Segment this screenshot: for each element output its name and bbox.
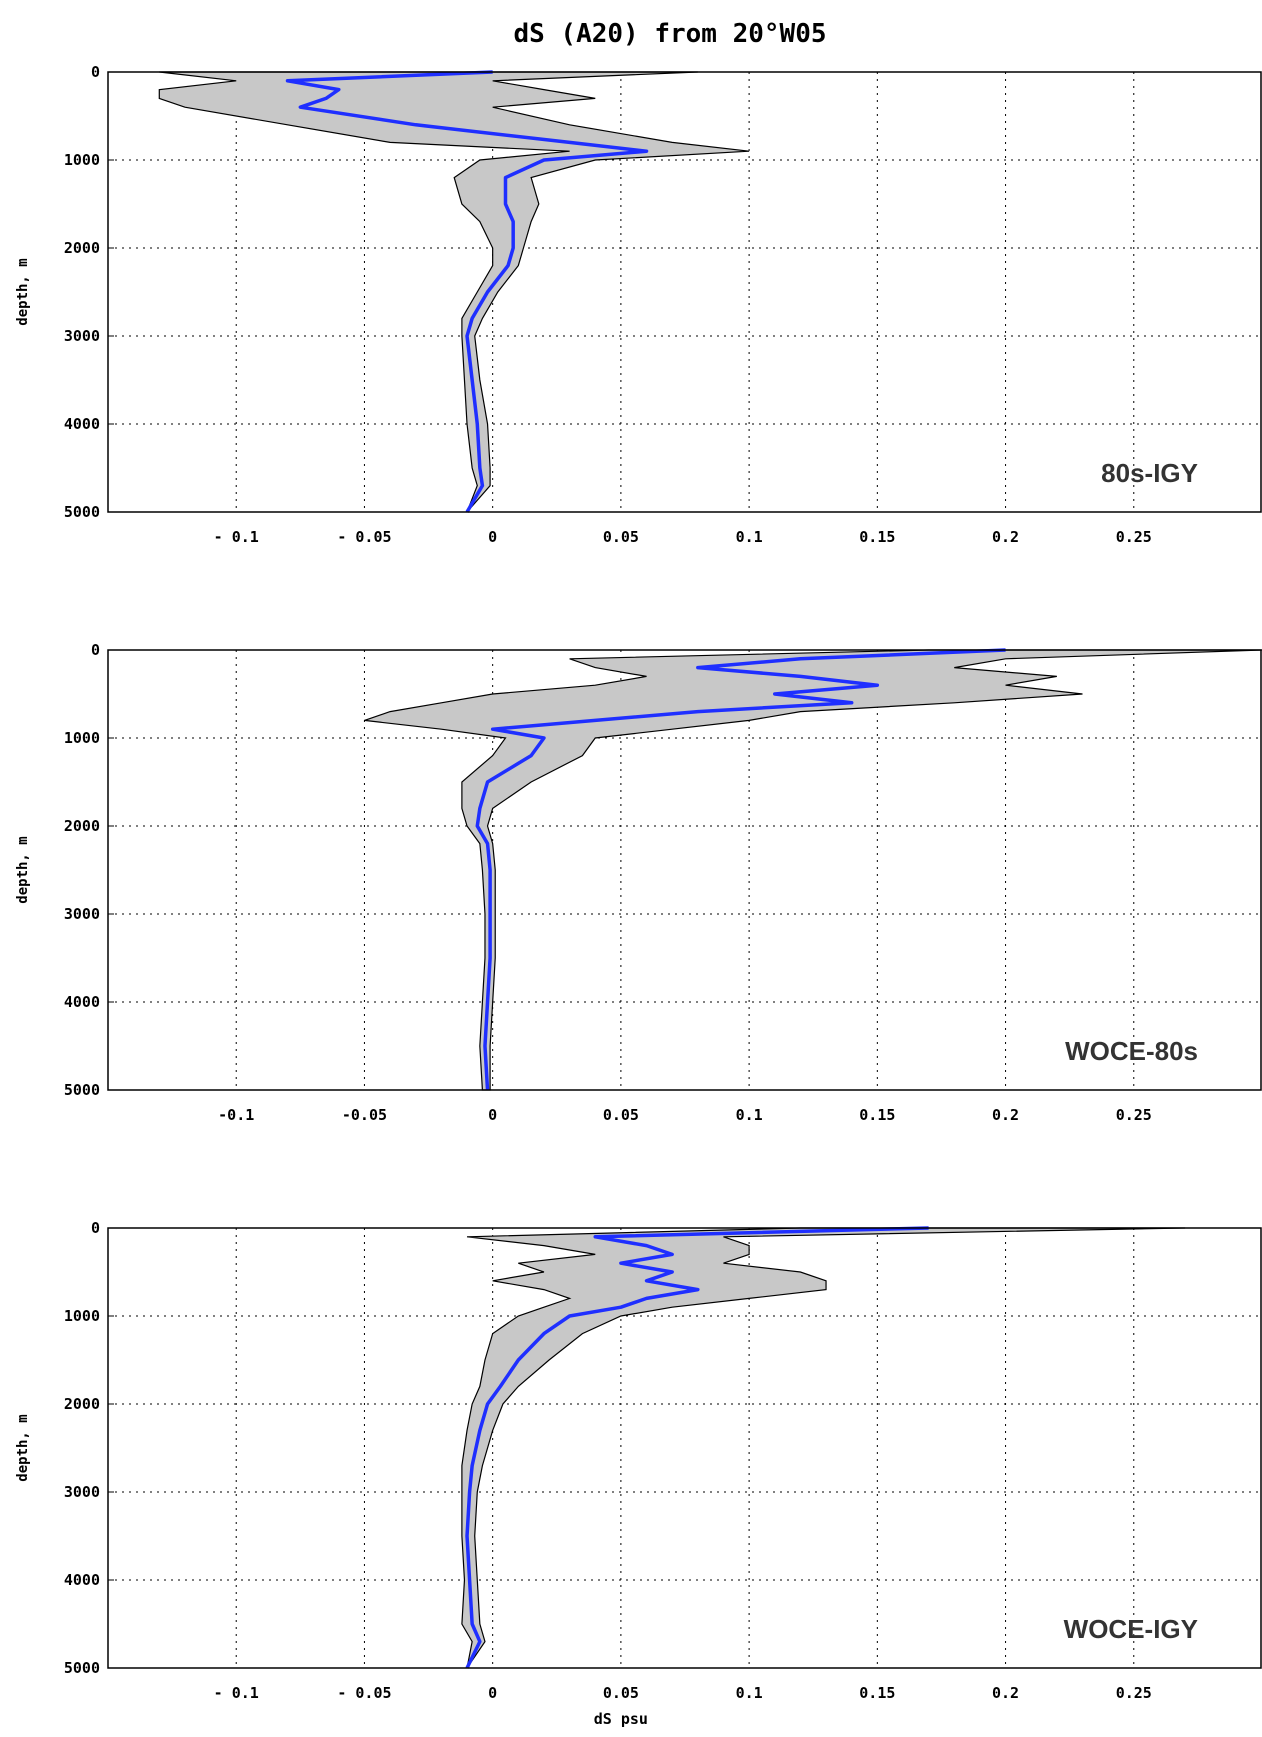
panels: 0 1000 2000 3000 4000 5000 - 0.1 - 0.05 0 0.05 0.1… [15, 63, 1262, 1728]
x-tick-label: 0 [488, 1106, 497, 1124]
panel-label: 80s-IGY [1101, 458, 1198, 488]
y-axis-label: depth, m [15, 258, 31, 325]
panel-label: WOCE-80s [1065, 1036, 1198, 1066]
y-tick-label: 1000 [64, 1307, 100, 1325]
x-tick-label: 0.2 [992, 1106, 1019, 1124]
y-tick-label: 0 [91, 63, 100, 81]
y-tick-label: 4000 [64, 1571, 100, 1589]
x-tick-label: 0.05 [603, 1106, 639, 1124]
x-tick-label: 0.15 [859, 1106, 895, 1124]
x-tick-label: 0.15 [859, 1684, 895, 1702]
y-axis-label: depth, m [15, 836, 31, 903]
x-tick-label: 0.2 [992, 1684, 1019, 1702]
x-tick-label: -0.1 [218, 1106, 254, 1124]
plot-frame [107, 71, 1262, 513]
x-tick-label: - 0.05 [337, 528, 391, 546]
x-tick-label: - 0.05 [337, 1684, 391, 1702]
y-tick-label: 5000 [64, 503, 100, 521]
mean-line [465, 1226, 929, 1669]
x-tick-label: 0 [488, 1684, 497, 1702]
y-tick-label: 5000 [64, 1081, 100, 1099]
mean-line [285, 70, 649, 513]
y-tick-label: 3000 [64, 1483, 100, 1501]
plot-frame [107, 1227, 1262, 1669]
x-tick-label: - 0.1 [214, 528, 259, 546]
y-tick-label: 1000 [64, 151, 100, 169]
panel-label: WOCE-IGY [1064, 1614, 1198, 1644]
x-tick-label: 0.1 [736, 1106, 763, 1124]
plot-frame [107, 649, 1262, 1091]
spread-band [158, 71, 750, 513]
x-tick-label: 0.05 [603, 528, 639, 546]
y-tick-label: 3000 [64, 905, 100, 923]
spread-band [461, 1227, 1186, 1669]
chart-title: dS (A20) from 20°W05 [513, 19, 826, 49]
x-tick-label: 0.05 [603, 1684, 639, 1702]
y-tick-label: 2000 [64, 817, 100, 835]
y-tick-label: 0 [91, 1219, 100, 1237]
x-tick-label: 0.15 [859, 528, 895, 546]
x-tick-label: - 0.1 [214, 1684, 259, 1702]
x-tick-label: -0.05 [342, 1106, 387, 1124]
panel-woce-80s: 0 1000 2000 3000 4000 5000 -0.1 -0.05 0 0.05 0.1 0.… [15, 641, 1262, 1124]
y-tick-label: 5000 [64, 1659, 100, 1677]
y-tick-label: 2000 [64, 1395, 100, 1413]
x-tick-label: 0.25 [1116, 528, 1152, 546]
x-tick-label: 0.25 [1116, 1684, 1152, 1702]
y-tick-label: 4000 [64, 415, 100, 433]
x-tick-label: 0.1 [736, 528, 763, 546]
y-tick-label: 2000 [64, 239, 100, 257]
x-tick-label: 0 [488, 528, 497, 546]
x-tick-label: 0.2 [992, 528, 1019, 546]
y-tick-label: 1000 [64, 729, 100, 747]
y-tick-label: 4000 [64, 993, 100, 1011]
y-tick-label: 3000 [64, 327, 100, 345]
mean-line [475, 648, 1006, 1091]
spread-band [364, 649, 1262, 1091]
y-tick-label: 0 [91, 641, 100, 659]
x-tick-label: 0.25 [1116, 1106, 1152, 1124]
y-axis-label: depth, m [15, 1414, 31, 1481]
x-axis-label: dS psu [594, 1710, 648, 1728]
panel-woce-igy: 0 1000 2000 3000 4000 5000 - 0.1 - 0.05 0 0.05 0.1… [15, 1219, 1262, 1728]
panel-80s-igy: 0 1000 2000 3000 4000 5000 - 0.1 - 0.05 0 0.05 0.1… [15, 63, 1262, 546]
x-tick-label: 0.1 [736, 1684, 763, 1702]
